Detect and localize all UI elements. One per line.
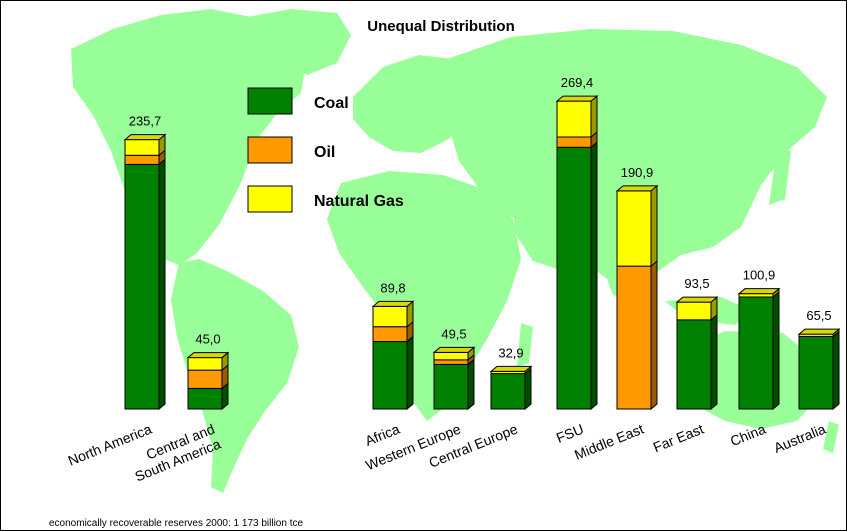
total-label-central-europe: 32,9 bbox=[498, 345, 523, 360]
category-label-line: Far East bbox=[651, 421, 706, 456]
bars-layer bbox=[123, 95, 841, 411]
total-label-central-and-south-america: 45,0 bbox=[195, 332, 220, 347]
legend-swatch-coal bbox=[247, 87, 293, 115]
bar-top-middle-east bbox=[615, 185, 659, 192]
legend-label-natural-gas: Natural Gas bbox=[314, 193, 404, 210]
total-label-china: 100,9 bbox=[743, 268, 776, 283]
bar-side-africa-coal bbox=[406, 335, 414, 411]
footnote: economically recoverable reserves 2000: … bbox=[49, 518, 303, 529]
bar-front-central-and-south-america-natural-gas bbox=[187, 357, 223, 371]
bar-side-china-coal bbox=[772, 290, 780, 411]
bar-middle-east-oil bbox=[616, 260, 658, 411]
bar-front-central-europe-coal bbox=[490, 373, 526, 410]
bar-top-africa bbox=[371, 300, 415, 307]
bar-africa-coal bbox=[372, 335, 414, 411]
total-label-middle-east: 190,9 bbox=[621, 165, 654, 180]
category-label-far-east: Far East bbox=[651, 421, 706, 456]
bar-front-middle-east-natural-gas bbox=[616, 190, 652, 267]
bar-side-north-america-coal bbox=[158, 158, 166, 411]
legend-label-coal: Coal bbox=[314, 95, 349, 112]
bar-far-east-coal bbox=[676, 313, 718, 411]
bar-front-china-coal bbox=[738, 296, 774, 410]
bar-front-middle-east-oil bbox=[616, 265, 652, 410]
bar-western-europe-coal bbox=[433, 358, 475, 411]
category-label-middle-east: Middle East bbox=[572, 421, 646, 463]
map-japan bbox=[769, 147, 791, 205]
bar-africa-oil bbox=[372, 320, 414, 343]
category-label-line: North America bbox=[66, 421, 154, 469]
bar-front-africa-natural-gas bbox=[372, 305, 408, 328]
map-new-zealand bbox=[823, 421, 839, 453]
bar-front-africa-oil bbox=[372, 326, 408, 343]
bar-front-western-europe-coal bbox=[433, 363, 469, 410]
legend-swatch-oil bbox=[247, 136, 293, 164]
bar-front-central-and-south-america-oil bbox=[187, 369, 223, 389]
bar-front-australia-coal bbox=[798, 335, 834, 410]
total-label-fsu: 269,4 bbox=[561, 75, 594, 90]
total-label-australia: 65,5 bbox=[806, 308, 831, 323]
bar-fsu-natural-gas bbox=[556, 95, 598, 139]
bar-front-fsu-coal bbox=[556, 146, 592, 410]
category-label-north-america: North America bbox=[66, 421, 154, 469]
bar-side-australia-coal bbox=[832, 330, 840, 411]
bar-front-africa-coal bbox=[372, 341, 408, 410]
bar-side-middle-east-natural-gas bbox=[650, 184, 658, 268]
bar-side-fsu-coal bbox=[590, 141, 598, 411]
legend-label-oil: Oil bbox=[314, 144, 335, 161]
bar-top-central-europe bbox=[489, 365, 533, 372]
bar-front-western-europe-oil bbox=[433, 359, 469, 365]
map-madagascar bbox=[517, 323, 533, 367]
category-label-line: Middle East bbox=[572, 421, 646, 463]
bar-front-central-and-south-america-coal bbox=[187, 387, 223, 410]
bar-side-far-east-coal bbox=[710, 313, 718, 411]
bar-central-europe-coal bbox=[490, 367, 532, 411]
bar-china-coal bbox=[738, 290, 780, 411]
bar-side-western-europe-coal bbox=[467, 358, 475, 411]
bar-fsu-coal bbox=[556, 141, 598, 411]
bar-front-far-east-natural-gas bbox=[676, 301, 712, 321]
bar-middle-east-natural-gas bbox=[616, 184, 658, 268]
bar-side-fsu-natural-gas bbox=[590, 95, 598, 139]
chart-title: Unequal Distribution bbox=[367, 18, 515, 35]
bar-australia-coal bbox=[798, 330, 840, 411]
total-label-western-europe: 49,5 bbox=[441, 326, 466, 341]
total-label-africa: 89,8 bbox=[380, 280, 405, 295]
category-label-line: Australia bbox=[771, 421, 828, 456]
bar-front-far-east-coal bbox=[676, 319, 712, 410]
bar-top-north-america bbox=[123, 134, 167, 141]
bar-central-and-south-america-coal bbox=[187, 382, 229, 411]
category-label-fsu: FSU bbox=[554, 421, 586, 446]
bar-north-america-coal bbox=[124, 158, 166, 411]
bar-front-fsu-natural-gas bbox=[556, 100, 592, 138]
bar-side-middle-east-oil bbox=[650, 260, 658, 411]
category-label-line: FSU bbox=[554, 421, 586, 446]
map-greenland bbox=[247, 9, 351, 75]
bar-front-western-europe-natural-gas bbox=[433, 351, 469, 361]
bar-top-western-europe bbox=[432, 346, 476, 353]
bar-front-north-america-oil bbox=[124, 154, 160, 165]
bar-north-america-natural-gas bbox=[124, 133, 166, 157]
total-label-far-east: 93,5 bbox=[684, 276, 709, 291]
total-label-north-america: 235,7 bbox=[129, 114, 162, 129]
category-label-australia: Australia bbox=[771, 421, 828, 456]
bar-top-central-and-south-america bbox=[186, 352, 230, 359]
bar-side-central-europe-coal bbox=[524, 367, 532, 411]
bar-top-fsu bbox=[555, 95, 599, 102]
bar-top-china bbox=[737, 288, 781, 295]
bar-front-fsu-oil bbox=[556, 136, 592, 148]
bar-front-north-america-natural-gas bbox=[124, 139, 160, 156]
bar-top-australia bbox=[797, 328, 841, 335]
bar-front-north-america-coal bbox=[124, 163, 160, 410]
bar-top-far-east bbox=[675, 296, 719, 303]
map-south-america bbox=[171, 259, 299, 493]
legend: Coal Oil Natural Gas bbox=[247, 87, 404, 213]
legend-swatch-natural-gas bbox=[247, 185, 293, 213]
